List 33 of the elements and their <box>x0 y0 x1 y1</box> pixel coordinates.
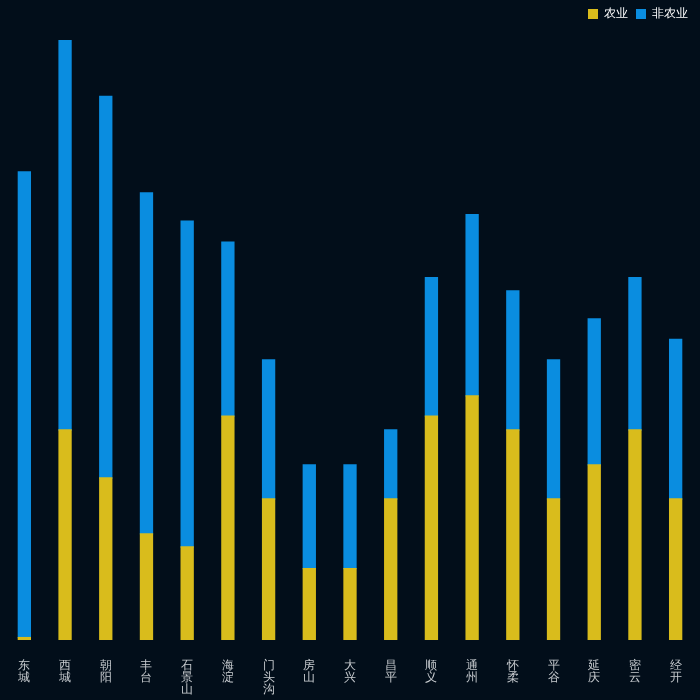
bar <box>302 567 316 640</box>
bar <box>506 429 520 640</box>
bar <box>384 429 398 500</box>
bar <box>424 276 439 417</box>
bar <box>180 220 194 548</box>
bar <box>506 290 520 431</box>
bar <box>465 213 479 397</box>
bar <box>139 533 154 640</box>
bar <box>465 395 479 640</box>
bar <box>17 171 32 639</box>
bar <box>139 192 154 535</box>
bar <box>384 498 398 640</box>
bar <box>261 359 276 500</box>
bar <box>180 546 194 640</box>
bar <box>99 477 113 640</box>
bar <box>99 95 113 479</box>
bar <box>221 415 235 640</box>
bar <box>587 318 601 466</box>
bar <box>302 464 316 570</box>
bar <box>628 429 642 640</box>
bar <box>546 498 561 640</box>
bar <box>58 429 72 640</box>
bar <box>628 276 642 431</box>
bar <box>221 241 235 417</box>
bar <box>668 498 683 640</box>
bar <box>343 567 357 640</box>
bar <box>343 464 357 570</box>
bar <box>261 498 276 640</box>
bar <box>668 338 683 500</box>
bar <box>546 359 561 500</box>
bar <box>424 415 439 640</box>
bar <box>58 40 72 431</box>
bar <box>587 464 601 640</box>
